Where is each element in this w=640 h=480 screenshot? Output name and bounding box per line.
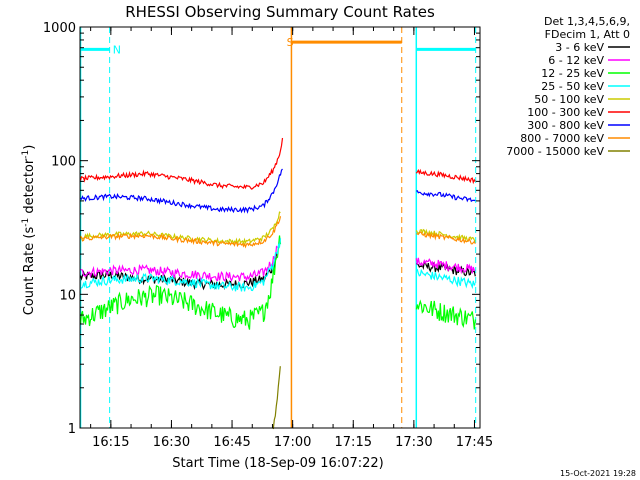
y-tick-label-0: 1 (68, 422, 76, 437)
series-line-4-b (415, 228, 476, 242)
series-line-1-a (80, 245, 278, 283)
series-line-7-b (416, 231, 476, 245)
plot-decorations: NS (79, 27, 477, 428)
series-line-2-b (415, 299, 476, 330)
legend-label-1: 6 - 12 keV (548, 54, 604, 67)
series-line-1-b (415, 257, 476, 275)
y-tick-label-1: 10 (59, 288, 76, 303)
series-line-3-a (80, 238, 282, 292)
x-tick-label-0: 16:15 (92, 435, 129, 450)
legend-label-4: 50 - 100 keV (534, 93, 604, 106)
series-lines (79, 137, 476, 430)
legend-label-3: 25 - 50 keV (541, 80, 604, 93)
y-tick-label-2: 100 (51, 155, 76, 170)
y-axis-label-superscript-2: -1 (21, 150, 31, 159)
legend-header-line-1: Det 1,3,4,5,6,9, (544, 15, 630, 28)
series-line-3-b (415, 268, 476, 290)
legend-label-7: 800 - 7000 keV (520, 132, 604, 145)
footer-timestamp: 15-Oct-2021 19:28 (560, 469, 636, 478)
series-line-8-a (272, 366, 281, 430)
x-tick-label-5: 17:30 (395, 435, 432, 450)
plot-frame (79, 26, 481, 429)
x-tick-label-1: 16:30 (153, 435, 190, 450)
x-tick-label-6: 17:45 (456, 435, 493, 450)
series-line-6-b (416, 190, 476, 203)
y-axis-label-part-2: detector (22, 158, 37, 218)
y-axis-label-superscript-1: -1 (21, 218, 31, 227)
legend-label-2: 12 - 25 keV (541, 67, 604, 80)
night-label: N (113, 43, 121, 56)
axes: 1 10 100 1000 16:15 16:30 16:45 17:00 17:15 17:30… (43, 21, 493, 450)
series-line-2-a (79, 235, 282, 330)
series-line-5-b (415, 168, 476, 185)
chart-title: RHESSI Observing Summary Count Rates (125, 3, 435, 21)
series-line-4-a (79, 211, 281, 246)
x-tick-label-2: 16:45 (213, 435, 250, 450)
saa-label: S (287, 36, 294, 49)
legend-label-8: 7000 - 15000 keV (506, 145, 604, 158)
x-tick-label-4: 17:15 (335, 435, 372, 450)
legend-label-5: 100 - 300 keV (527, 106, 604, 119)
legend-header-line-2: FDecim 1, Att 0 (545, 28, 630, 41)
y-tick-label-3: 1000 (43, 21, 76, 36)
series-line-5-a (79, 137, 284, 190)
y-axis-label-part-3: ) (22, 145, 37, 150)
legend-label-6: 300 - 800 keV (527, 119, 604, 132)
x-tick-label-3: 17:00 (274, 435, 311, 450)
series-line-6-a (80, 168, 283, 214)
y-axis-label-part-1: Count Rate (s (22, 227, 37, 316)
x-axis-label: Start Time (18-Sep-09 16:07:22) (172, 456, 383, 471)
y-axis-label: Count Rate (s-1 detector-1) (21, 145, 37, 316)
series-line-7-a (80, 216, 282, 249)
legend-label-0: 3 - 6 keV (555, 41, 604, 54)
